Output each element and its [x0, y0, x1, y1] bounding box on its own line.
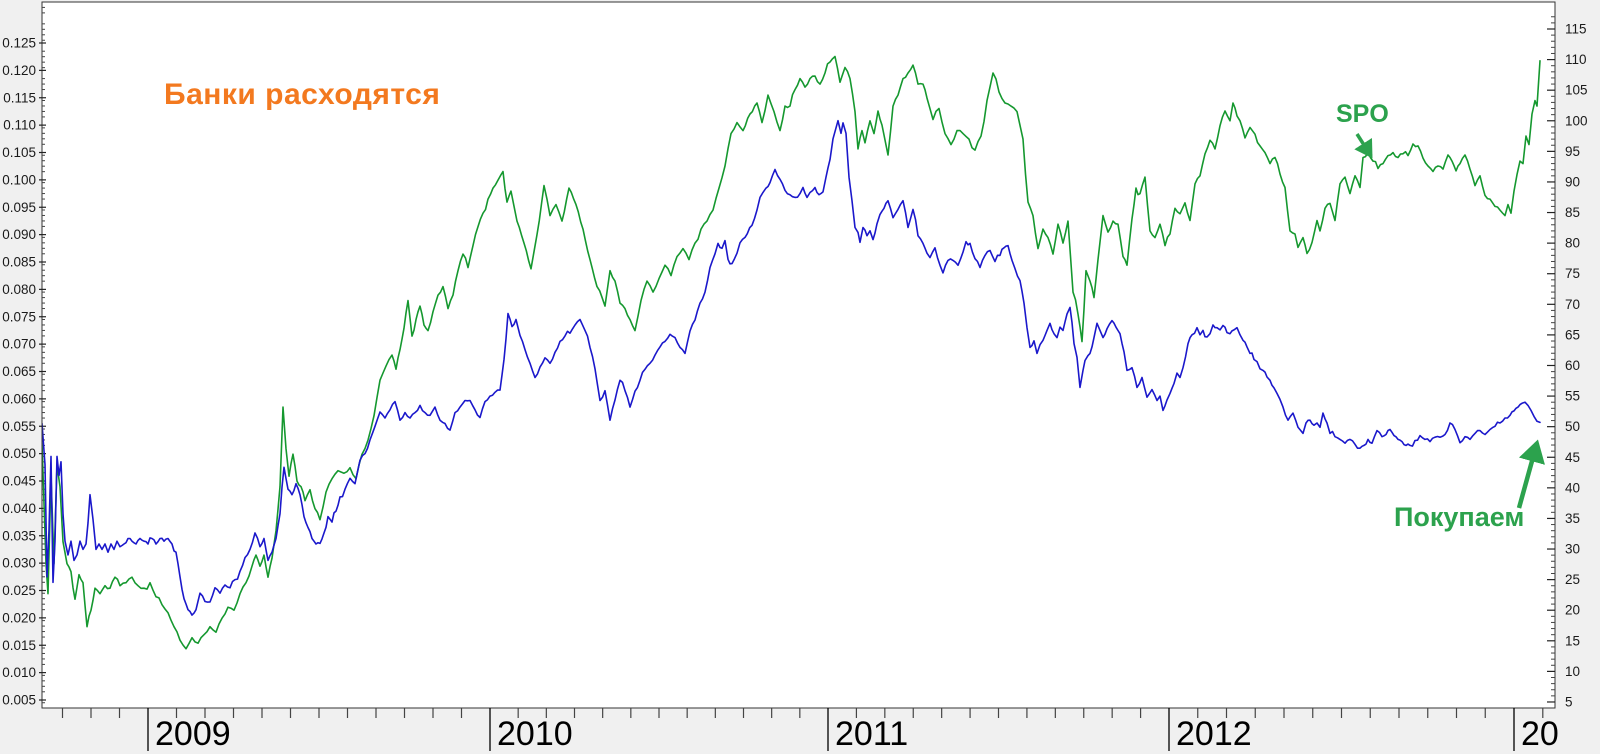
right-axis-tick-label: 55: [1565, 389, 1580, 404]
annotation-buy-label: Покупаем: [1394, 502, 1525, 532]
left-axis: 0.125 0.120 0.115 0.110 0.105 0.100 0.095 0.090…: [2, 6, 46, 708]
left-axis-tick-label: 0.045: [2, 474, 36, 489]
left-axis-tick-label: 0.025: [2, 583, 36, 598]
left-axis-tick-label: 0.090: [2, 227, 36, 242]
left-axis-tick-label: 0.030: [2, 556, 36, 571]
right-axis-tick-label: 70: [1565, 297, 1580, 312]
right-axis: 1151101051009590858075706560555045403530…: [1547, 16, 1588, 709]
left-axis-tick-label: 0.010: [2, 665, 36, 680]
annotation-arrows: [1354, 133, 1545, 509]
left-axis-tick-label: 0.095: [2, 200, 36, 215]
buy-arrow-icon: [1516, 439, 1545, 509]
annotation-spo-label: SPO: [1336, 100, 1389, 128]
right-axis-tick-label: 65: [1565, 327, 1580, 342]
left-axis-tick-label: 0.125: [2, 36, 36, 51]
spo-arrow-icon: [1354, 133, 1373, 159]
x-axis-year-label: 2011: [835, 715, 908, 753]
right-axis-tick-label: 60: [1565, 358, 1580, 373]
right-axis-tick-label: 75: [1565, 266, 1580, 281]
right-axis-tick-label: 45: [1565, 450, 1580, 465]
right-axis-tick-label: 110: [1565, 52, 1587, 67]
left-axis-tick-label: 0.110: [3, 118, 36, 133]
left-axis-tick-label: 0.085: [2, 255, 36, 270]
right-axis-tick-label: 15: [1565, 633, 1580, 648]
left-axis-tick-label: 0.100: [2, 172, 36, 187]
left-axis-tick-label: 0.020: [2, 610, 36, 625]
right-axis-tick-label: 5: [1565, 694, 1573, 709]
green-series-line: [42, 55, 1541, 650]
right-axis-tick-label: 105: [1565, 83, 1588, 98]
right-axis-tick-label: 20: [1565, 603, 1580, 618]
left-axis-tick-label: 0.015: [2, 638, 36, 653]
right-axis-tick-label: 95: [1565, 144, 1580, 159]
right-axis-tick-label: 115: [1565, 22, 1587, 37]
x-axis-year-label: 2009: [155, 715, 231, 753]
right-axis-tick-label: 30: [1565, 542, 1580, 557]
x-axis-year-label: 2012: [1176, 715, 1252, 753]
x-axis: 2009 2010 2011 2012 20: [61, 708, 1559, 753]
left-axis-tick-label: 0.050: [2, 446, 36, 461]
x-axis-year-label: 20: [1521, 715, 1559, 753]
left-axis-tick-label: 0.120: [2, 63, 36, 78]
left-axis-tick-label: 0.035: [2, 528, 36, 543]
right-axis-tick-label: 35: [1565, 511, 1580, 526]
left-axis-tick-label: 0.060: [2, 391, 36, 406]
annotation-banks-diverge: Банки расходятся: [164, 78, 441, 111]
left-axis-tick-label: 0.040: [2, 501, 36, 516]
left-axis-tick-label: 0.055: [2, 419, 36, 434]
left-axis-tick-label: 0.080: [2, 282, 36, 297]
right-axis-tick-label: 90: [1565, 174, 1580, 189]
right-axis-tick-label: 80: [1565, 236, 1580, 251]
left-axis-tick-label: 0.070: [2, 337, 36, 352]
plot-area[interactable]: [41, 1, 1556, 709]
x-axis-year-label: 2010: [497, 715, 573, 753]
blue-series-line: [42, 119, 1541, 616]
right-axis-tick-label: 40: [1565, 480, 1580, 495]
left-axis-tick-label: 0.115: [3, 90, 36, 105]
series-layer: [42, 55, 1541, 650]
left-axis-tick-label: 0.005: [2, 693, 36, 708]
left-axis-tick-label: 0.075: [2, 309, 36, 324]
left-axis-tick-label: 0.065: [2, 364, 36, 379]
right-axis-tick-label: 85: [1565, 205, 1580, 220]
right-axis-tick-label: 50: [1565, 419, 1580, 434]
right-axis-tick-label: 100: [1565, 113, 1588, 128]
right-axis-tick-label: 10: [1565, 664, 1580, 679]
right-axis-tick-label: 25: [1565, 572, 1580, 587]
left-axis-tick-label: 0.105: [2, 145, 36, 160]
